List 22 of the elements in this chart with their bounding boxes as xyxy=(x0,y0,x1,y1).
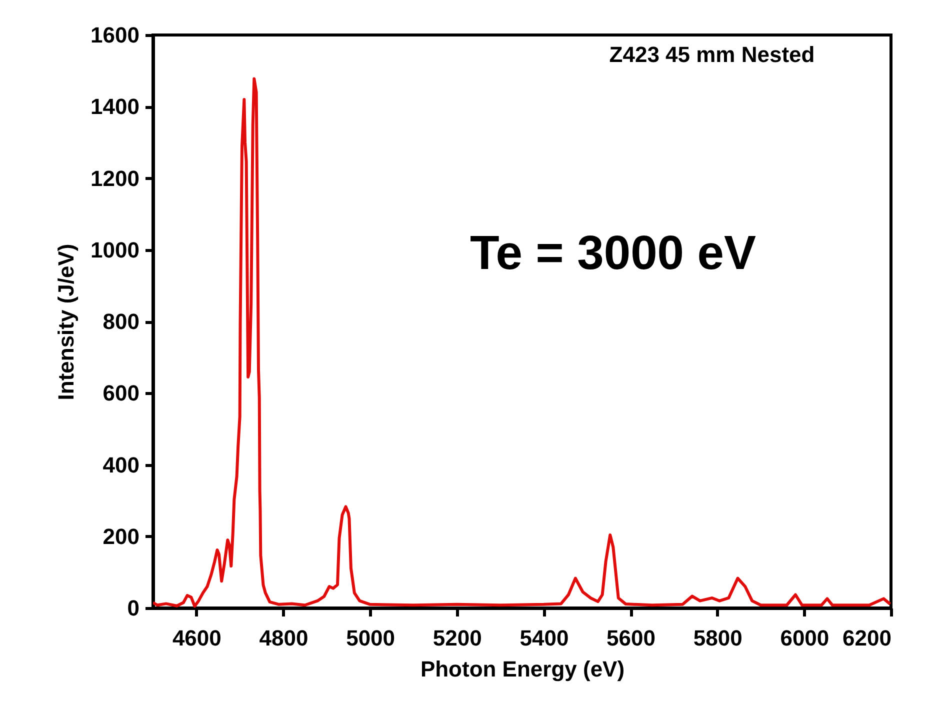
x-tick-label: 5800 xyxy=(693,626,742,650)
x-tick-label: 5400 xyxy=(520,626,569,650)
annotation: Te = 3000 eV xyxy=(470,227,756,280)
y-axis-title: Intensity (J/eV) xyxy=(54,244,79,400)
x-axis-title: Photon Energy (eV) xyxy=(420,656,625,682)
y-tick-label: 1600 xyxy=(90,22,140,48)
y-tick-label: 400 xyxy=(102,452,140,478)
y-tick-label: 1400 xyxy=(90,94,140,120)
x-tick-label: 5000 xyxy=(346,626,396,650)
x-tick-label: 4600 xyxy=(172,626,222,650)
y-tick-label: 0 xyxy=(127,596,140,620)
annotation: Z423 45 mm Nested xyxy=(609,42,815,67)
y-tick-label: 800 xyxy=(102,309,140,334)
y-tick-label: 1200 xyxy=(90,166,140,191)
y-tick-label: 200 xyxy=(102,524,140,549)
x-tick-label: 5200 xyxy=(432,626,482,650)
y-tick-label: 600 xyxy=(102,380,140,406)
x-tick-label: 4800 xyxy=(259,626,308,650)
y-tick-label: 1000 xyxy=(90,237,140,262)
x-tick-label: 5600 xyxy=(606,626,656,650)
x-tick-label: 6200 xyxy=(842,626,892,650)
x-tick-label: 6000 xyxy=(780,626,830,650)
